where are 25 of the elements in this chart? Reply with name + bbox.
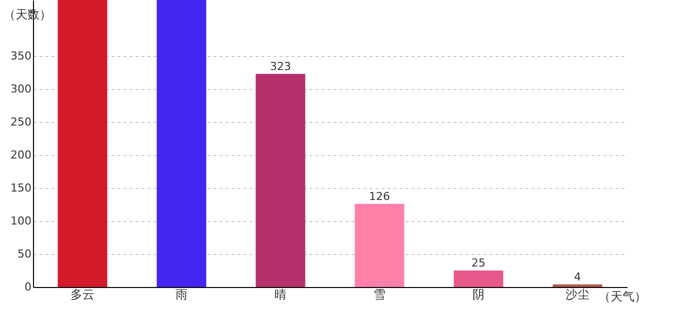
y-tick-label: 150 [10, 182, 32, 195]
y-tick-label: 300 [10, 82, 32, 96]
x-axis-title: （天气） [598, 290, 646, 304]
bar [156, 0, 206, 287]
y-tick-label: 350 [10, 50, 32, 63]
bar [552, 284, 602, 287]
y-tick-label: 200 [10, 148, 32, 162]
bar [256, 74, 306, 287]
y-tick-label: 250 [10, 116, 32, 129]
x-tick-label: 雪 [374, 288, 386, 302]
y-tick-label: 100 [10, 214, 32, 228]
data-label: 126 [369, 190, 390, 203]
x-tick-label: 晴 [274, 288, 286, 302]
y-tick-label: 0 [24, 280, 32, 294]
y-tick-label: 50 [18, 248, 32, 261]
x-tick-label: 多云 [70, 288, 94, 302]
bar [454, 270, 504, 287]
x-tick-label: 沙尘 [566, 288, 590, 302]
x-tick-label: 阴 [472, 288, 484, 302]
data-label: 25 [472, 256, 486, 270]
bar [58, 0, 108, 287]
bar [354, 204, 404, 287]
data-label: 4 [574, 270, 581, 284]
x-tick-label: 雨 [176, 288, 188, 302]
data-label: 323 [270, 60, 291, 73]
